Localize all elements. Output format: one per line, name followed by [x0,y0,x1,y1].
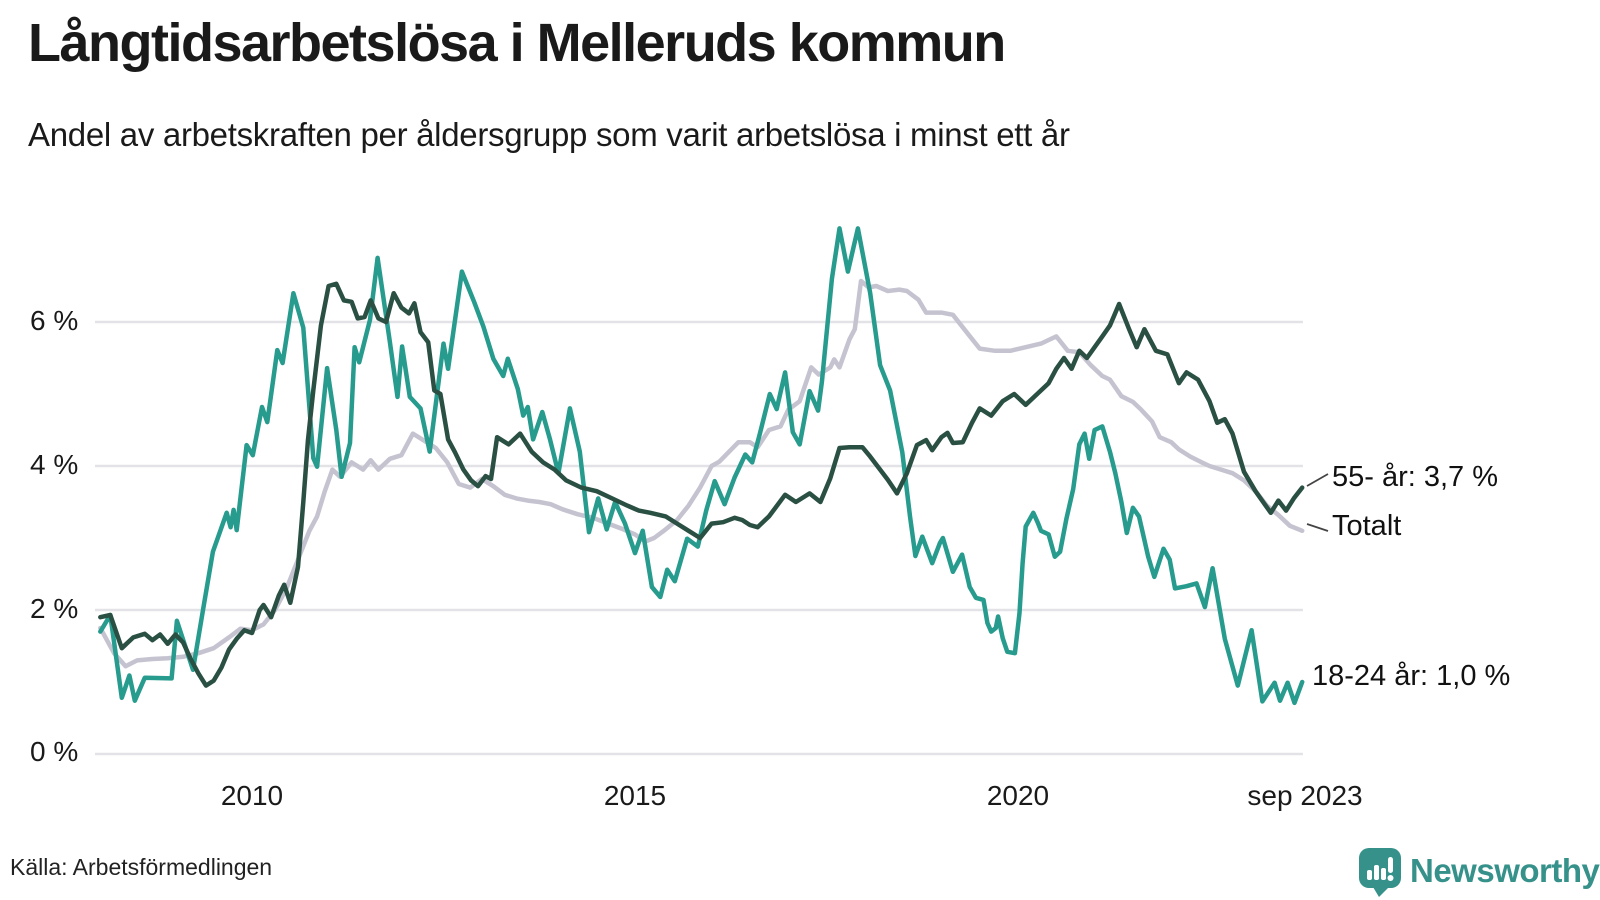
page-title: Långtidsarbetslösa i Melleruds kommun [28,13,1006,73]
annotation-connector-1 [1306,523,1329,532]
series-line-18-24-r [98,226,1305,706]
newsworthy-brand-text: Newsworthy [1410,852,1600,889]
newsworthy-brand: Newsworthy [1358,845,1600,897]
page-subtitle: Andel av arbetskraften per åldersgrupp s… [28,116,1070,153]
source-credit: Källa: Arbetsförmedlingen [10,854,273,880]
x-tick-2015: 2015 [603,780,667,811]
annotation-18-24-year: 18-24 år: 1,0 % [1312,660,1511,692]
y-tick-2: 2 % [30,593,79,624]
series-line-55-r [98,281,1305,688]
y-tick-0: 0 % [30,736,79,767]
annotation-totalt: Totalt [1332,510,1402,542]
series-line-totalt [98,278,1305,669]
newsworthy-logo-icon [1358,845,1402,897]
y-tick-4: 4 % [30,449,79,480]
annotation-connector-0 [1306,473,1329,487]
y-tick-6: 6 % [30,305,79,336]
x-tick-sep-2023: sep 2023 [1247,780,1363,811]
x-tick-2020: 2020 [986,780,1050,811]
annotation-55-year: 55- år: 3,7 % [1332,461,1499,493]
x-tick-2010: 2010 [220,780,284,811]
